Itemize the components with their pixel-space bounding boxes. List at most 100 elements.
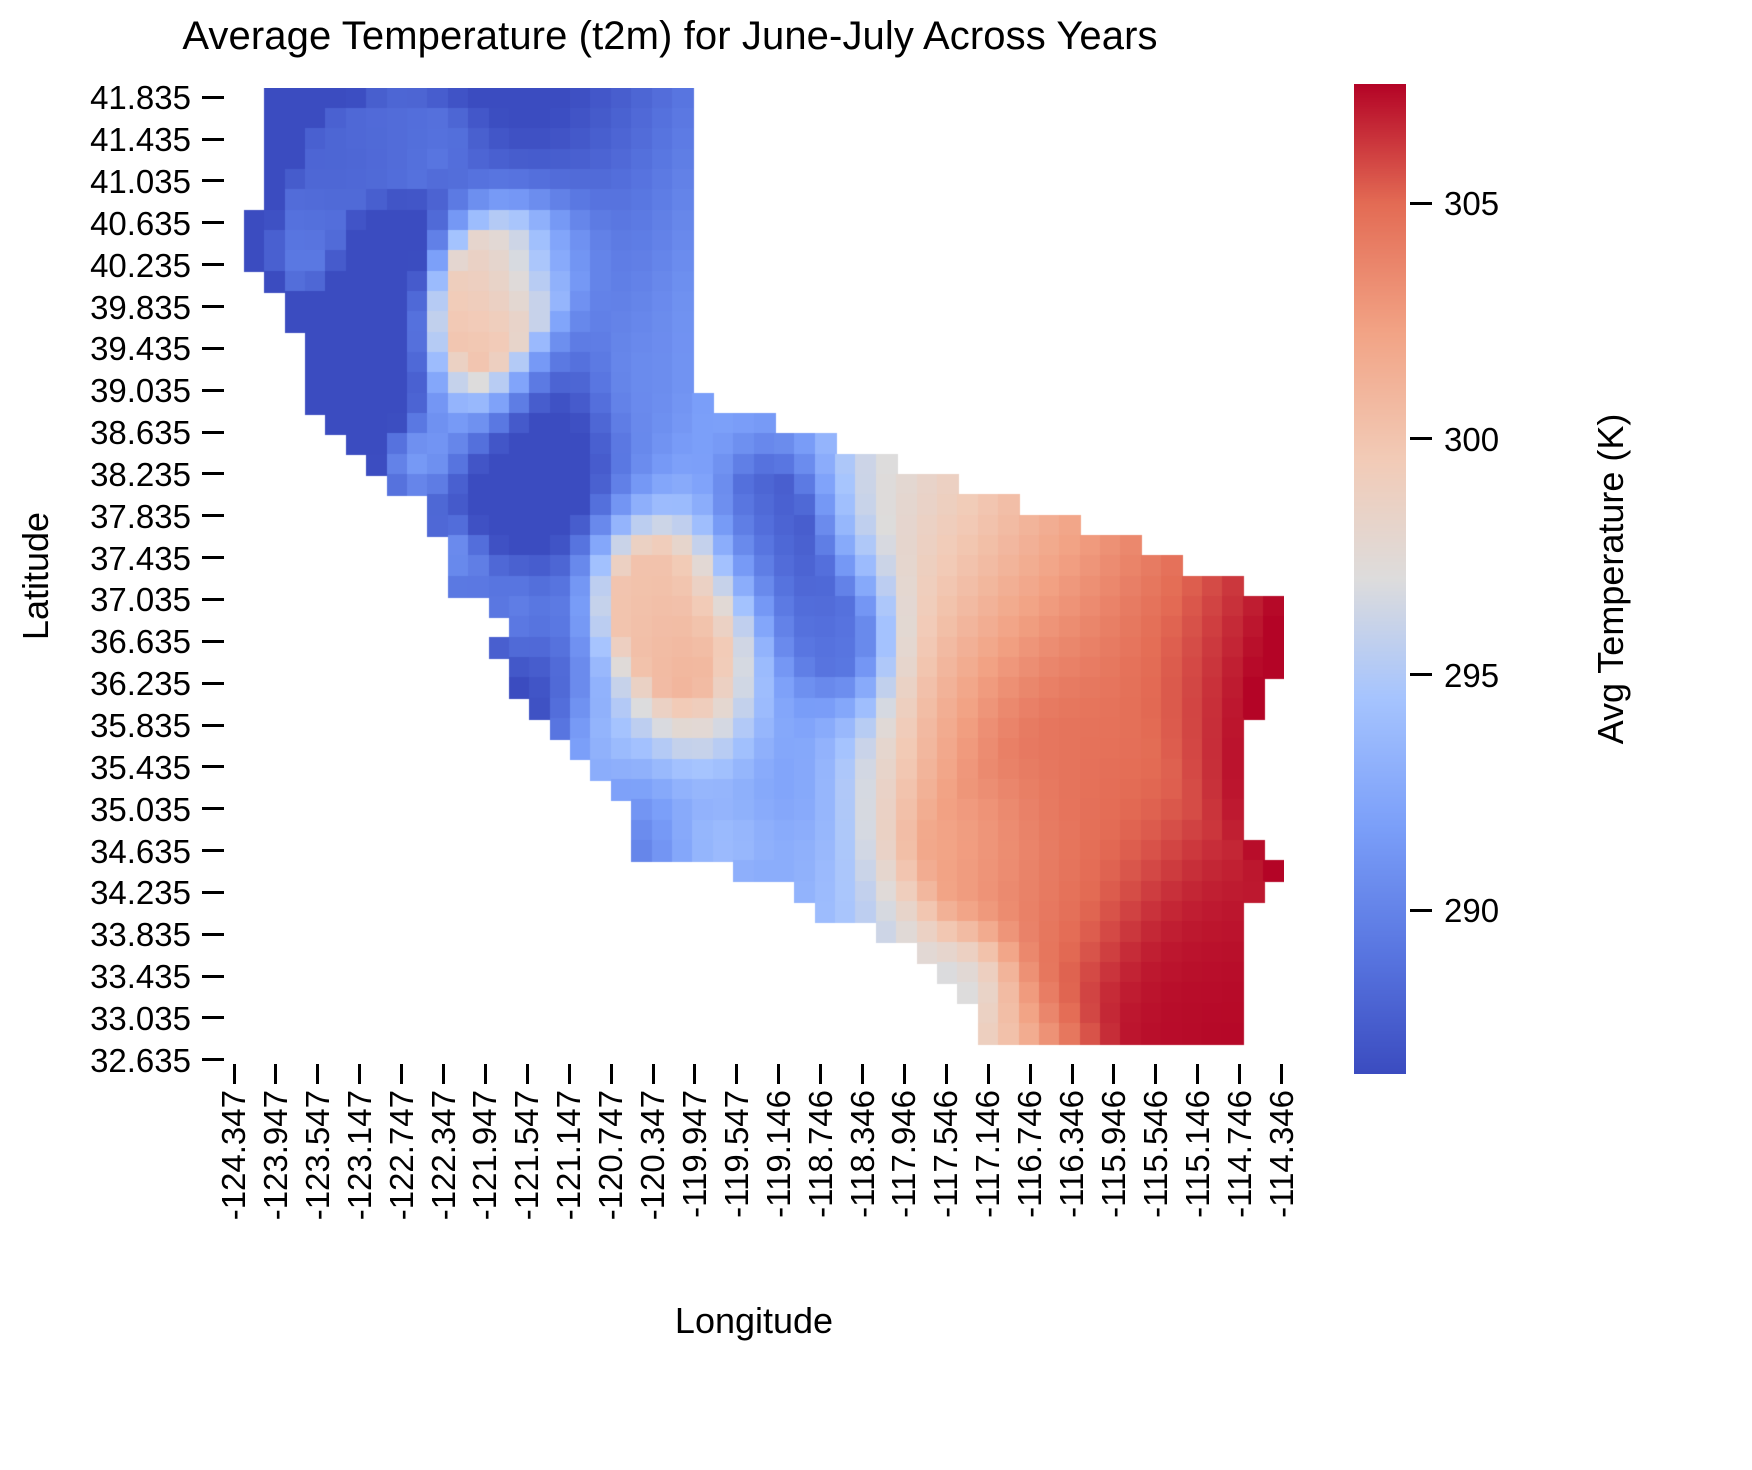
colorbar-tick-label: 305	[1444, 185, 1500, 223]
y-axis-tick: 41.835	[90, 79, 224, 117]
y-axis-tick-label: 35.435	[90, 748, 191, 786]
colorbar-tick-mark	[1410, 673, 1432, 677]
x-axis-tick-label: -118.346	[843, 1090, 881, 1218]
x-axis-tick-mark	[483, 1064, 487, 1084]
colorbar-tick-mark	[1410, 908, 1432, 912]
y-axis-tick-label: 37.435	[90, 539, 191, 577]
colorbar-tick: 300	[1410, 423, 1499, 456]
x-axis-tick-label: -115.546	[1136, 1090, 1174, 1218]
x-axis-tick-mark	[1280, 1064, 1283, 1084]
y-axis-tick-mark	[202, 807, 224, 811]
y-axis-tick-label: 40.635	[90, 204, 191, 242]
y-axis-tick: 33.435	[90, 960, 224, 993]
x-axis-tick-mark	[861, 1064, 864, 1084]
x-axis-tick-label: -117.146	[969, 1090, 1007, 1218]
x-axis-tick-mark	[1028, 1064, 1032, 1084]
y-axis-tick-mark	[202, 932, 224, 936]
y-axis-tick-mark	[202, 556, 224, 560]
y-axis-tick-label: 39.435	[90, 330, 191, 368]
x-axis-tick-mark	[693, 1064, 697, 1084]
x-axis-tick-label: -119.146	[759, 1090, 797, 1218]
y-axis-tick-mark	[202, 974, 224, 978]
y-axis-tick: 37.835	[90, 497, 224, 535]
x-axis-tick-label: -116.346	[1053, 1090, 1090, 1218]
y-axis-tick-label: 35.035	[90, 790, 191, 828]
y-axis-tick: 33.835	[90, 916, 224, 954]
y-axis-tick-mark	[202, 346, 224, 350]
y-axis-tick-mark	[202, 849, 224, 853]
x-axis-tick-mark	[358, 1064, 362, 1084]
x-axis-tick-mark	[777, 1064, 781, 1084]
y-axis-tick: 40.635	[90, 204, 224, 242]
x-axis-tick-label: -115.946	[1094, 1090, 1132, 1218]
y-axis-tick: 37.035	[90, 583, 224, 616]
y-axis-tick: 35.035	[90, 790, 224, 828]
y-axis-tick-mark	[202, 137, 224, 141]
y-axis-tick-mark	[202, 1058, 224, 1062]
y-axis-tick: 35.435	[90, 748, 224, 786]
y-axis-tick: 38.235	[90, 455, 224, 493]
x-axis-tick-label: -117.546	[927, 1090, 965, 1218]
x-axis-tick-label: -123.947	[256, 1090, 294, 1221]
y-axis-tick: 39.835	[90, 288, 224, 326]
y-axis-tick-label: 35.835	[90, 707, 191, 745]
x-axis-tick-label: -122.747	[382, 1090, 420, 1221]
x-axis-tick-mark	[1112, 1064, 1116, 1084]
y-axis-tick-mark	[202, 263, 224, 267]
x-axis-tick-mark	[525, 1064, 529, 1084]
x-axis-tick-label: -123.147	[340, 1090, 378, 1221]
y-axis-tick-label: 41.835	[90, 79, 191, 117]
x-axis-tick-mark	[442, 1064, 445, 1084]
colorbar-tick-label: 290	[1444, 892, 1500, 930]
y-axis-tick-mark	[202, 430, 224, 434]
colorbar-title: Avg Temperature (K)	[1590, 413, 1631, 745]
colorbar-tick-mark	[1410, 201, 1432, 205]
y-axis-tick-mark	[202, 681, 224, 685]
y-axis-tick: 40.235	[90, 249, 224, 282]
y-axis-tick: 41.435	[90, 121, 224, 159]
y-axis-tick-label: 34.235	[90, 874, 191, 912]
x-axis-tick-mark	[400, 1064, 404, 1084]
x-axis-tick-label: -114.746	[1220, 1090, 1258, 1218]
x-axis-tick-mark	[1196, 1064, 1200, 1084]
colorbar-tick-label: 295	[1444, 656, 1500, 694]
x-axis-tick-mark	[944, 1064, 948, 1084]
x-axis-tick-label: -114.346	[1262, 1090, 1300, 1218]
y-axis-tick: 37.435	[90, 539, 224, 577]
y-axis-tick-mark	[202, 514, 224, 518]
y-axis-tick-label: 33.835	[90, 916, 191, 954]
y-axis: 41.835 41.435 41.035 40.635 40.235 39.835 39.4…	[0, 79, 224, 1077]
colorbar-tick: 295	[1410, 656, 1500, 694]
colorbar-tick-mark	[1410, 437, 1432, 441]
x-axis-tick-mark	[1154, 1064, 1158, 1084]
x-axis-tick-mark	[986, 1064, 990, 1084]
y-axis-tick-label: 39.835	[90, 288, 191, 326]
x-axis-tick-label: -124.347	[215, 1090, 252, 1221]
x-axis-title: Longitude	[674, 1300, 834, 1341]
x-axis-tick-label: -120.747	[592, 1090, 630, 1221]
y-axis-tick-label: 41.435	[90, 121, 191, 159]
x-axis-tick-label: -121.147	[550, 1090, 588, 1221]
colorbar-tick: 290	[1410, 892, 1500, 930]
heatmap-plot-area[interactable]	[224, 88, 1284, 1064]
x-axis-tick-mark	[609, 1064, 613, 1084]
y-axis-tick-label: 36.235	[90, 665, 191, 703]
x-axis-tick-label: -119.947	[675, 1090, 713, 1218]
colorbar-tick: 305	[1410, 185, 1500, 223]
x-axis-tick-label: -119.547	[717, 1090, 755, 1218]
y-axis-tick: 39.035	[90, 374, 224, 407]
x-axis-tick-label: -120.347	[634, 1090, 671, 1221]
y-axis-tick-mark	[202, 388, 224, 392]
x-axis-tick-mark	[567, 1064, 571, 1084]
x-axis-tick-label: -123.547	[298, 1090, 336, 1221]
x-axis-tick-label: -118.746	[801, 1090, 839, 1218]
x-axis-tick-mark	[902, 1064, 906, 1084]
x-axis-tick-label: -116.746	[1011, 1090, 1049, 1218]
x-axis-tick-mark	[735, 1064, 739, 1084]
y-axis-tick: 36.235	[90, 665, 224, 703]
heatmap-canvas	[224, 88, 1284, 1064]
x-axis-tick-mark	[819, 1064, 823, 1084]
y-axis-tick-label: 38.235	[90, 455, 191, 493]
y-axis-tick-mark	[202, 765, 224, 769]
y-axis-tick-label: 37.835	[90, 497, 191, 535]
